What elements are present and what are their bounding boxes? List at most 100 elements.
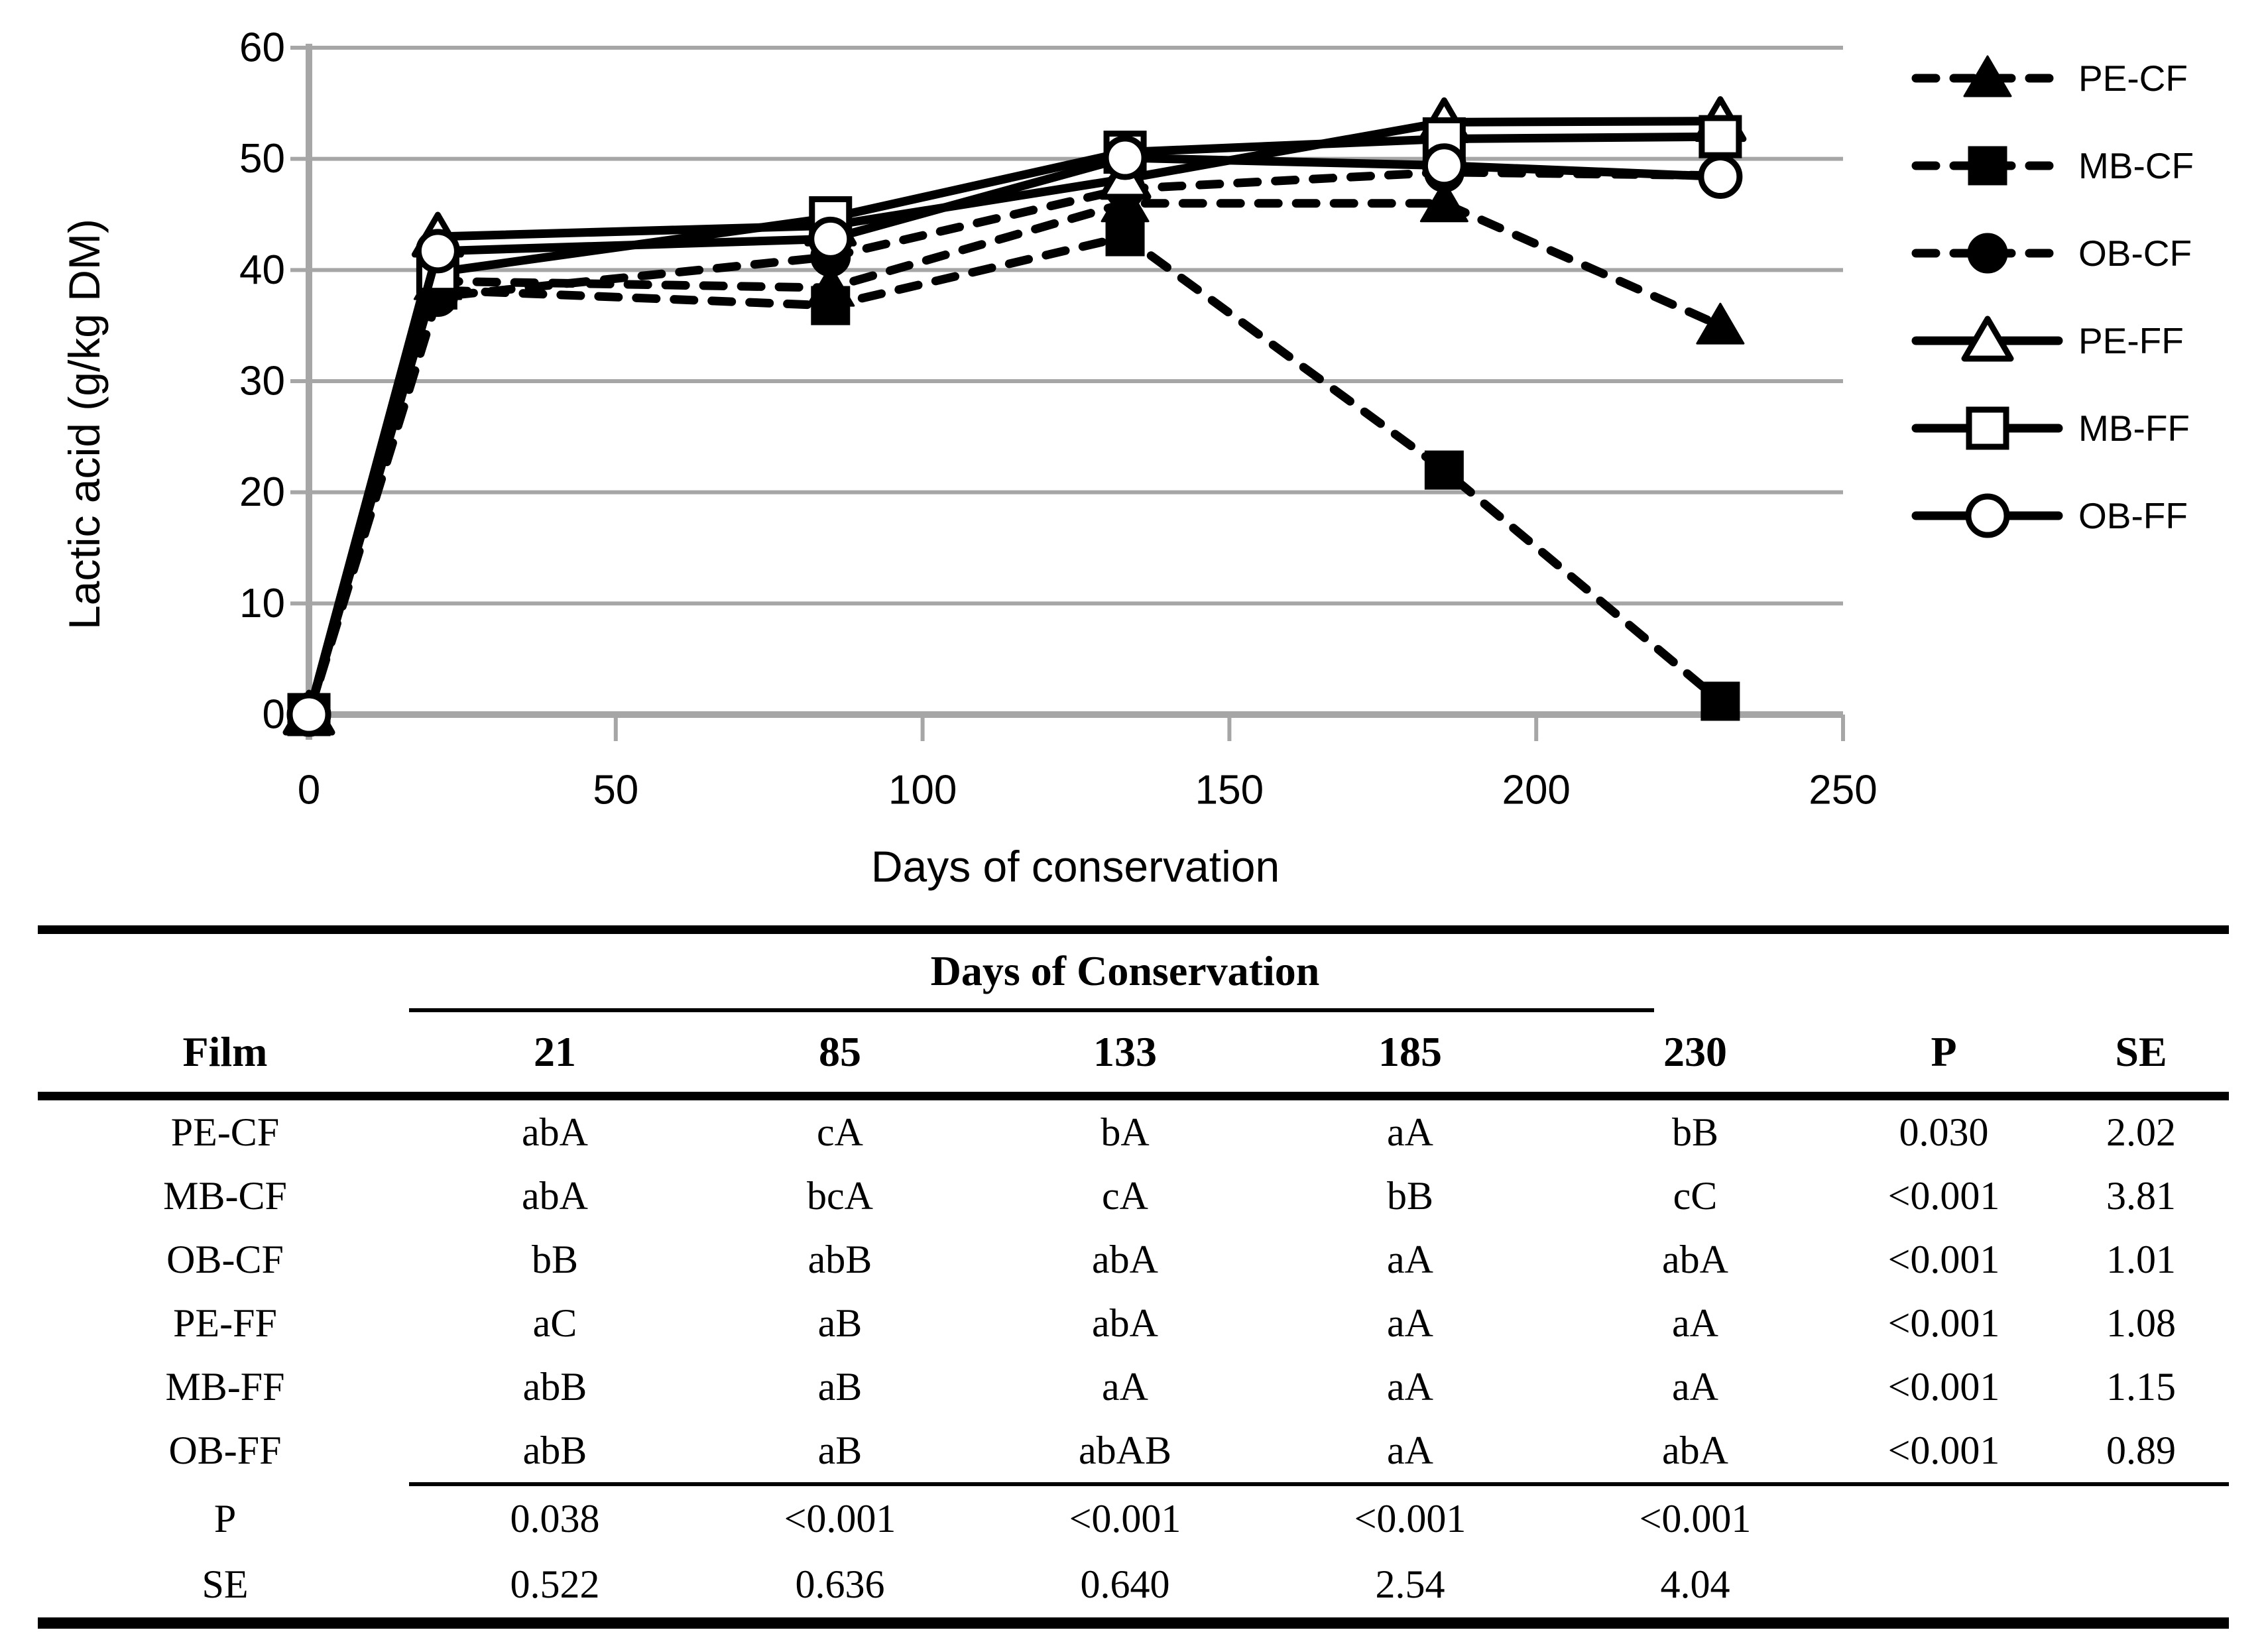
footer-p-day-133: <0.001 bbox=[1069, 1497, 1181, 1541]
legend-label-MB-CF: MB-CF bbox=[2078, 145, 2194, 186]
group-header-days-of-conservation: Days of Conservation bbox=[930, 947, 1320, 994]
cell-ob-cf-day-85: abB bbox=[807, 1237, 872, 1281]
footer-se-day-21: 0.522 bbox=[510, 1562, 600, 1606]
cell-ob-ff-p: <0.001 bbox=[1887, 1428, 2000, 1472]
legend-item-PE-CF: PE-CF bbox=[1911, 55, 2188, 99]
x-tick-label-200: 200 bbox=[1502, 768, 1570, 813]
data-series bbox=[282, 96, 1747, 737]
footer-se-day-230: 4.04 bbox=[1660, 1562, 1730, 1606]
footer-se-day-133: 0.640 bbox=[1080, 1562, 1170, 1606]
legend-item-MB-FF: MB-FF bbox=[1911, 406, 2190, 450]
table-row-ob-cf: OB-CF bB abB abA aA abA <0.001 1.01 bbox=[38, 1228, 2229, 1291]
cell-mb-cf-se: 3.81 bbox=[2106, 1173, 2176, 1218]
series-OB-FF-line bbox=[304, 153, 1725, 719]
series-OB-FF-marker-day-185 bbox=[1421, 143, 1466, 188]
y-tick-label-50: 50 bbox=[239, 136, 285, 182]
table-bottom-rule bbox=[38, 1617, 2229, 1629]
column-header-film: Film bbox=[182, 1028, 268, 1075]
statistics-table: Days of Conservation Film 21 85 133 185 230 P S… bbox=[38, 925, 2229, 1629]
cell-pe-ff-day-133: abA bbox=[1092, 1301, 1158, 1345]
table-row-pe-cf: PE-CF abA cA bA aA bB 0.030 2.02 bbox=[38, 1100, 2229, 1164]
chart-legend: PE-CF MB-CF OB-CF PE-FF MB-FF OB-FF bbox=[1911, 55, 2194, 538]
y-tick-label-40: 40 bbox=[239, 247, 285, 293]
series-MB-CF-line bbox=[304, 232, 1725, 719]
legend-circle-icon bbox=[1965, 493, 2010, 538]
y-axis-title: Lactic acid (g/kg DM) bbox=[60, 219, 109, 630]
legend-item-PE-FF: PE-FF bbox=[1911, 316, 2184, 362]
legend-label-PE-FF: PE-FF bbox=[2078, 320, 2184, 361]
footer-p-day-230: <0.001 bbox=[1639, 1497, 1752, 1541]
cell-ob-ff-day-185: aA bbox=[1387, 1428, 1433, 1472]
tick-labels: 0 10 20 30 40 50 60 0 50 100 150 200 250 bbox=[239, 25, 1878, 813]
x-tick-label-0: 0 bbox=[298, 768, 320, 813]
cell-ob-ff-day-85: aB bbox=[817, 1428, 863, 1472]
cell-ob-cf-se: 1.01 bbox=[2106, 1237, 2176, 1281]
film-label-mb-ff: MB-FF bbox=[165, 1364, 285, 1409]
cell-pe-ff-day-85: aB bbox=[817, 1301, 863, 1345]
cell-ob-ff-se: 0.89 bbox=[2106, 1428, 2176, 1472]
series-OB-FF-marker-day-133 bbox=[1103, 135, 1148, 180]
table-column-header-row: Film 21 85 133 185 230 P SE bbox=[38, 1012, 2229, 1092]
cell-pe-ff-day-185: aA bbox=[1387, 1301, 1433, 1345]
cell-ob-ff-day-133: abAB bbox=[1079, 1428, 1171, 1472]
lactic-acid-line-chart: 0 10 20 30 40 50 60 0 50 100 150 200 250 Lactic acid… bbox=[60, 25, 2194, 892]
series-OB-CF-line bbox=[304, 168, 1725, 719]
series-MB-FF-marker-day-230 bbox=[1699, 115, 1742, 158]
body-footer-divider-rule bbox=[409, 1482, 2229, 1486]
gridlines bbox=[290, 44, 1845, 741]
cell-mb-ff-day-85: aB bbox=[817, 1364, 863, 1409]
group-header-underline bbox=[409, 1008, 1654, 1012]
series-OB-FF-marker-day-85 bbox=[808, 216, 853, 261]
cell-ob-cf-day-185: aA bbox=[1387, 1237, 1433, 1281]
legend-circle-icon bbox=[1967, 233, 2008, 274]
cell-mb-cf-day-21: abA bbox=[522, 1173, 588, 1218]
cell-mb-cf-day-230: cC bbox=[1673, 1173, 1718, 1218]
column-header-se: SE bbox=[2115, 1028, 2167, 1075]
legend-label-MB-FF: MB-FF bbox=[2078, 408, 2190, 449]
table-footer-row-se: SE 0.522 0.636 0.640 2.54 4.04 bbox=[38, 1552, 2229, 1617]
legend-square-icon bbox=[1968, 146, 2007, 186]
footer-se-day-185: 2.54 bbox=[1375, 1562, 1445, 1606]
series-PE-CF-marker-day-230 bbox=[1696, 302, 1745, 345]
table-row-pe-ff: PE-FF aC aB abA aA aA <0.001 1.08 bbox=[38, 1291, 2229, 1355]
legend-triangle-icon bbox=[1963, 55, 2012, 97]
cell-pe-cf-day-85: cA bbox=[817, 1110, 863, 1154]
cell-pe-ff-day-230: aA bbox=[1672, 1301, 1718, 1345]
y-tick-label-60: 60 bbox=[239, 25, 285, 71]
series-PE-CF-marker-day-185 bbox=[1419, 180, 1468, 223]
table-row-mb-cf: MB-CF abA bcA cA bB cC <0.001 3.81 bbox=[38, 1164, 2229, 1228]
x-tick-label-100: 100 bbox=[888, 768, 957, 813]
y-tick-label-20: 20 bbox=[239, 469, 285, 515]
cell-ob-cf-p: <0.001 bbox=[1887, 1237, 2000, 1281]
table-row-ob-ff: OB-FF abB aB abAB aA abA <0.001 0.89 bbox=[38, 1419, 2229, 1482]
cell-ob-ff-day-21: abB bbox=[522, 1428, 587, 1472]
cell-pe-ff-day-21: aC bbox=[532, 1301, 577, 1345]
column-header-p: P bbox=[1931, 1028, 1957, 1075]
x-tick-label-50: 50 bbox=[593, 768, 638, 813]
header-bottom-rule bbox=[38, 1092, 2229, 1100]
y-tick-label-0: 0 bbox=[263, 692, 285, 738]
legend-item-MB-CF: MB-CF bbox=[1911, 145, 2194, 186]
series-MB-FF-line bbox=[304, 132, 1725, 719]
legend-label-OB-CF: OB-CF bbox=[2078, 233, 2192, 274]
legend-label-PE-CF: PE-CF bbox=[2078, 58, 2188, 99]
cell-ob-cf-day-230: abA bbox=[1662, 1237, 1728, 1281]
cell-ob-ff-day-230: abA bbox=[1662, 1428, 1728, 1472]
cell-pe-cf-se: 2.02 bbox=[2106, 1110, 2176, 1154]
legend-item-OB-CF: OB-CF bbox=[1911, 233, 2192, 274]
film-label-pe-cf: PE-CF bbox=[170, 1110, 280, 1154]
footer-p-day-85: <0.001 bbox=[784, 1497, 896, 1541]
series-MB-CF-marker-day-133 bbox=[1105, 217, 1145, 257]
footer-p-day-21: 0.038 bbox=[510, 1497, 600, 1541]
column-header-85: 85 bbox=[819, 1028, 861, 1075]
cell-mb-ff-day-133: aA bbox=[1102, 1364, 1148, 1409]
table-footer-row-p: P 0.038 <0.001 <0.001 <0.001 <0.001 bbox=[38, 1486, 2229, 1552]
footer-label-se: SE bbox=[202, 1562, 249, 1606]
table-top-rule bbox=[38, 925, 2229, 934]
cell-pe-cf-day-21: abA bbox=[522, 1110, 588, 1154]
legend-label-OB-FF: OB-FF bbox=[2078, 495, 2188, 536]
footer-label-p: P bbox=[213, 1497, 237, 1541]
column-header-21: 21 bbox=[534, 1028, 576, 1075]
cell-mb-cf-day-133: cA bbox=[1102, 1173, 1148, 1218]
